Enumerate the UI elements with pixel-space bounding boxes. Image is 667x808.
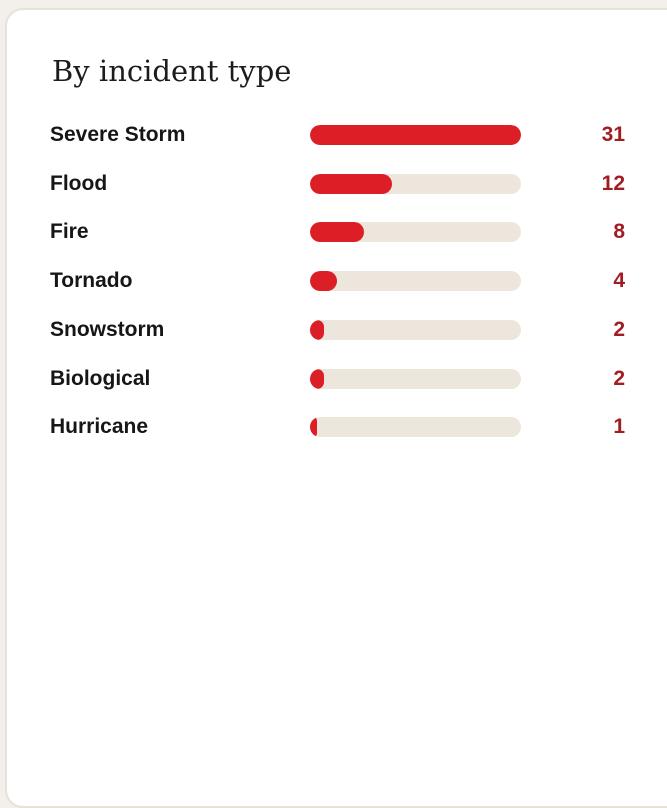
value-label: 2 <box>613 366 625 390</box>
value-label: 2 <box>613 317 625 341</box>
value-label: 4 <box>613 269 625 293</box>
bar-row: Hurricane 1 <box>0 414 667 440</box>
bar-fill <box>310 222 365 243</box>
category-label: Snowstorm <box>50 317 165 341</box>
bar-row: Tornado 4 <box>0 268 667 294</box>
bar-track <box>310 222 521 243</box>
bar-row: Fire 8 <box>0 219 667 245</box>
bar-track <box>310 271 521 292</box>
bar-fill <box>310 417 317 438</box>
category-label: Hurricane <box>50 415 149 439</box>
bar-row: Biological 2 <box>0 366 667 392</box>
value-label: 12 <box>601 171 625 195</box>
category-label: Flood <box>50 171 108 195</box>
incident-type-bar-chart: Severe Storm 31 Flood 12 Fire 8 Tornado 4 Snowst… <box>0 122 667 440</box>
bar-row: Snowstorm 2 <box>0 317 667 343</box>
bar-fill <box>310 173 392 194</box>
bar-track <box>310 417 521 438</box>
bar-track <box>310 319 521 340</box>
bar-fill <box>310 368 324 389</box>
value-label: 31 <box>601 123 625 146</box>
bar-track <box>310 125 521 145</box>
bar-row: Severe Storm 31 <box>0 122 667 148</box>
value-label: 8 <box>613 220 625 244</box>
category-label: Severe Storm <box>50 123 186 146</box>
bar-fill <box>310 319 324 340</box>
value-label: 1 <box>613 415 625 439</box>
bar-fill <box>310 125 521 145</box>
category-label: Tornado <box>50 269 133 293</box>
bar-track <box>310 173 521 194</box>
bar-fill <box>310 271 338 292</box>
card-title: By incident type <box>52 54 292 88</box>
bar-row: Flood 12 <box>0 171 667 197</box>
category-label: Fire <box>50 220 89 244</box>
category-label: Biological <box>50 366 151 390</box>
bar-track <box>310 368 521 389</box>
